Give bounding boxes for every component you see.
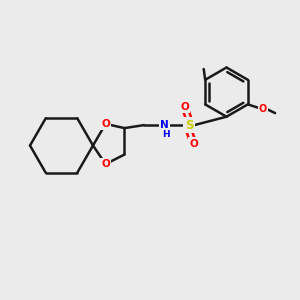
Text: H: H xyxy=(162,130,170,139)
Text: O: O xyxy=(189,139,198,149)
Text: S: S xyxy=(185,118,193,132)
Text: O: O xyxy=(101,159,110,169)
Text: O: O xyxy=(259,104,267,114)
Text: N: N xyxy=(160,120,169,130)
Text: O: O xyxy=(101,119,110,129)
Text: O: O xyxy=(180,101,189,112)
